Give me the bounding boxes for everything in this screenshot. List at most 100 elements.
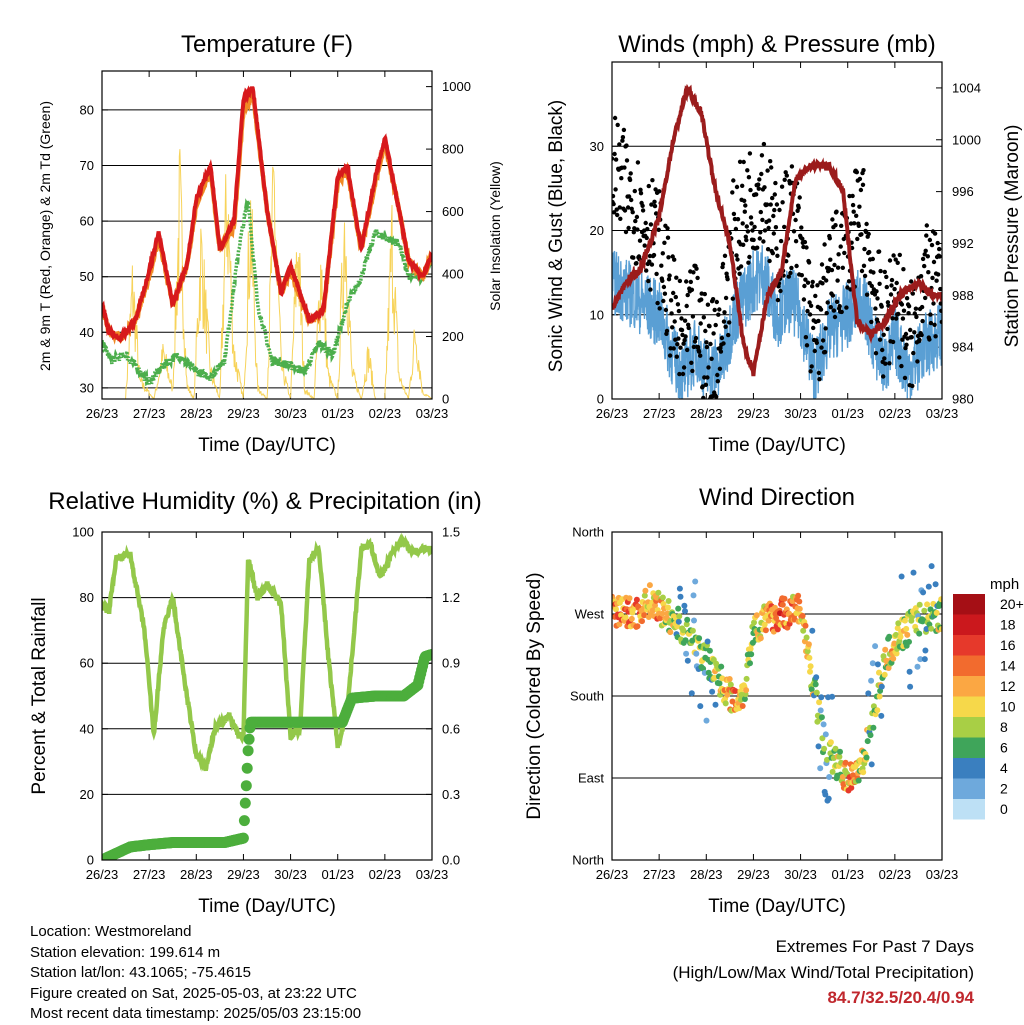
gust-point	[815, 283, 820, 288]
gust-point	[915, 359, 920, 364]
gust-point	[667, 353, 673, 358]
gust-point	[833, 223, 838, 228]
gust-point	[647, 259, 652, 264]
humidity-y-label: Percent & Total Rainfall	[29, 597, 50, 794]
gust-point	[885, 300, 891, 305]
gust-point	[851, 209, 856, 214]
direction-point	[642, 587, 649, 594]
gust-point	[696, 349, 702, 354]
extremes-panel: Extremes For Past 7 Days (High/Low/Max W…	[673, 934, 974, 1011]
gust-point	[677, 371, 682, 377]
gust-point	[726, 332, 731, 338]
gust-point	[920, 256, 926, 262]
gust-point	[822, 242, 827, 247]
direction-point	[827, 739, 834, 746]
legend-label: 20+	[1000, 596, 1024, 612]
direction-point	[703, 717, 710, 724]
direction-point	[639, 618, 645, 625]
legend-swatch	[953, 717, 985, 738]
legend-label: 10	[1000, 699, 1016, 715]
gust-point	[683, 334, 688, 339]
gust-point	[766, 218, 772, 223]
gust-point	[754, 192, 759, 197]
gust-point	[819, 345, 824, 350]
gust-point	[799, 273, 804, 278]
gust-point	[620, 135, 626, 140]
gust-point	[773, 180, 778, 186]
gust-point	[928, 312, 933, 317]
gust-point	[933, 334, 938, 339]
direction-point	[659, 610, 666, 617]
direction-point	[680, 627, 687, 634]
gust-point	[613, 157, 619, 162]
gust-point	[880, 347, 885, 353]
direction-point	[809, 627, 816, 634]
gust-point	[805, 280, 811, 285]
gust-point	[622, 208, 628, 213]
gust-point	[684, 279, 689, 284]
gust-point	[615, 212, 620, 218]
x-tick-label: 28/23	[690, 406, 723, 421]
gust-point	[642, 243, 647, 248]
y2-tick-label: 0.6	[442, 721, 460, 736]
gust-point	[784, 173, 789, 178]
gust-point	[757, 236, 762, 241]
gust-point	[862, 246, 867, 252]
gust-point	[818, 307, 824, 312]
gust-point	[714, 299, 719, 305]
gust-point	[772, 192, 777, 197]
y-tick-label: 30	[80, 380, 94, 395]
gust-point	[839, 223, 844, 228]
gust-point	[716, 312, 721, 317]
gust-point	[652, 199, 657, 204]
gust-point	[820, 281, 825, 286]
gust-point	[756, 182, 761, 187]
direction-point	[718, 663, 725, 670]
gust-point	[806, 260, 812, 265]
x-tick-label: 02/23	[879, 406, 912, 421]
gust-point	[939, 308, 942, 313]
y-tick-label: North	[572, 525, 604, 540]
direction-point	[667, 629, 674, 636]
gust-point	[866, 231, 871, 237]
x-tick-label: 26/23	[596, 867, 629, 882]
gust-point	[737, 159, 743, 164]
gust-point	[649, 202, 654, 207]
relative-humidity-line	[102, 532, 432, 772]
gust-point	[878, 268, 883, 274]
gust-point	[656, 227, 661, 232]
gust-point	[677, 278, 683, 284]
y2-tick-label: 1.5	[442, 525, 460, 540]
direction-point	[820, 721, 827, 728]
gust-point	[819, 262, 825, 267]
gust-point	[689, 360, 694, 365]
gust-point	[883, 361, 888, 366]
gust-point	[653, 211, 659, 216]
direction-point	[726, 676, 733, 682]
direction-point	[904, 631, 911, 638]
direction-point	[628, 615, 635, 622]
gust-point	[887, 361, 892, 366]
gust-point	[797, 195, 802, 200]
x-tick-label: 01/23	[831, 406, 864, 421]
gust-point	[660, 251, 665, 256]
gust-point	[876, 249, 882, 254]
gust-point	[779, 184, 785, 189]
gust-point	[707, 324, 712, 329]
gust-point	[631, 230, 636, 235]
gust-point	[861, 263, 867, 268]
gust-point	[633, 218, 638, 224]
y-tick-label: 40	[80, 721, 94, 736]
direction-point	[914, 663, 921, 670]
gust-point	[640, 203, 645, 208]
gust-point	[644, 235, 649, 241]
direction-point	[932, 581, 939, 588]
x-tick-label: 28/23	[690, 867, 723, 882]
x-tick-label: 26/23	[86, 867, 119, 882]
direction-point	[649, 607, 656, 614]
gust-point	[620, 138, 625, 143]
gust-point	[750, 228, 755, 233]
temperature-plot-area	[102, 85, 432, 399]
gust-point	[900, 316, 906, 321]
gust-point	[741, 159, 746, 165]
